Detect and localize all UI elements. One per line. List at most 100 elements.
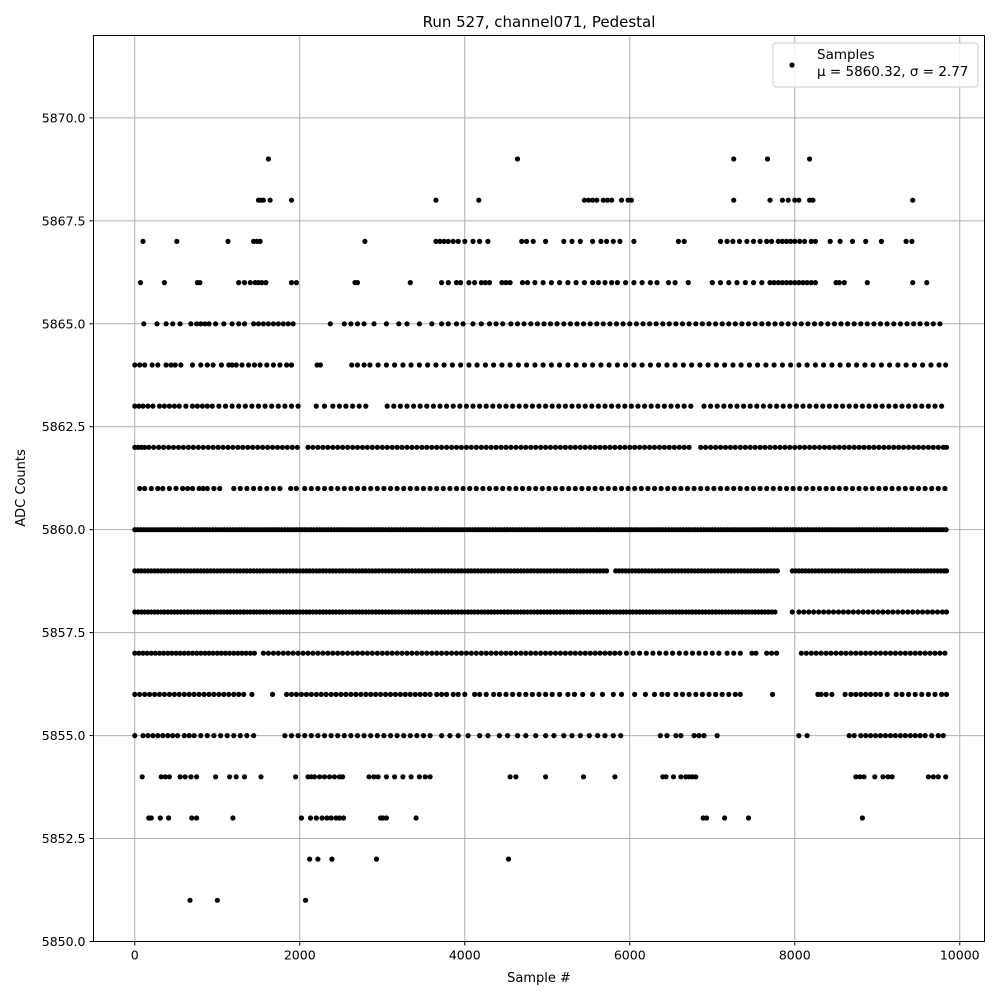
sample-point (317, 362, 323, 368)
sample-point (737, 691, 743, 698)
sample-point (478, 321, 484, 327)
sample-point (491, 691, 497, 698)
sample-point (290, 650, 296, 656)
sample-point (270, 485, 276, 492)
sample-point (176, 691, 182, 698)
sample-point (717, 238, 724, 244)
sample-point (774, 568, 781, 574)
sample-point (737, 444, 743, 450)
sample-point (241, 280, 248, 286)
sample-point (429, 444, 435, 450)
sample-point (632, 444, 638, 450)
sample-point (838, 650, 844, 656)
sample-point (488, 650, 494, 656)
sample-point (880, 609, 886, 615)
sample-point (170, 733, 176, 739)
sample-point (880, 774, 886, 780)
sample-point (731, 485, 737, 492)
sample-point (425, 362, 431, 368)
sample-point (587, 321, 593, 327)
sample-point (889, 485, 895, 492)
sample-point (472, 280, 478, 286)
sample-point (404, 650, 410, 656)
sample-point (783, 238, 790, 244)
sample-point (862, 362, 868, 368)
sample-point (881, 444, 887, 450)
sample-point (767, 444, 773, 450)
sample-point (585, 197, 592, 203)
sample-point (221, 691, 227, 698)
sample-point (364, 444, 370, 450)
sample-point (654, 280, 660, 286)
sample-point (176, 403, 182, 409)
sample-point (225, 444, 231, 450)
sample-point (771, 280, 777, 286)
sample-point (430, 403, 436, 409)
sample-point (734, 403, 740, 409)
sample-point (848, 650, 854, 656)
sample-point (633, 321, 640, 327)
sample-point (935, 774, 941, 780)
sample-point (909, 485, 915, 492)
sample-point (929, 733, 935, 739)
sample-point (548, 362, 555, 368)
sample-point (503, 444, 509, 450)
sample-point (474, 362, 480, 368)
sample-point (142, 362, 148, 368)
sample-point (345, 650, 351, 656)
sample-point (846, 444, 852, 450)
y-tick-label: 5865.0 (42, 316, 86, 331)
sample-point (391, 403, 397, 409)
sample-point (915, 485, 922, 492)
sample-point (779, 280, 786, 286)
sample-point (189, 485, 196, 492)
sample-point (493, 485, 499, 492)
sample-point (886, 444, 892, 450)
sample-point (752, 444, 758, 450)
sample-point (848, 691, 854, 698)
sample-point (713, 444, 719, 450)
sample-point (873, 691, 879, 698)
sample-point (387, 485, 394, 492)
sample-point (233, 362, 239, 368)
sample-point (499, 362, 505, 368)
sample-point (524, 238, 530, 244)
sample-point (716, 650, 722, 656)
sample-point (264, 362, 270, 368)
sample-point (897, 321, 904, 327)
sample-point (325, 650, 331, 656)
sample-point (613, 321, 620, 327)
sample-point (473, 485, 479, 492)
sample-point (599, 691, 606, 698)
sample-point (140, 403, 146, 409)
sample-point (928, 362, 934, 368)
sample-point (788, 238, 794, 244)
sample-point (804, 280, 810, 286)
sample-point (797, 485, 803, 492)
sample-point (155, 362, 161, 368)
sample-point (909, 238, 915, 244)
sample-point (205, 444, 211, 450)
sample-point (145, 403, 151, 409)
y-tick-label: 5870.0 (42, 110, 86, 125)
sample-point (348, 733, 354, 739)
sample-point (821, 362, 827, 368)
sample-point (142, 485, 148, 492)
sample-point (434, 691, 440, 698)
sample-point (846, 733, 852, 739)
sample-point (325, 444, 331, 450)
sample-point (567, 444, 574, 450)
sample-point (335, 485, 341, 492)
sample-point (465, 733, 471, 739)
sample-point (777, 485, 783, 492)
sample-point (590, 238, 596, 244)
sample-point (930, 321, 936, 327)
sample-point (631, 238, 637, 244)
sample-point (239, 362, 245, 368)
sample-point (402, 691, 408, 698)
sample-point (396, 321, 402, 327)
sample-point (796, 609, 802, 615)
sample-point (757, 444, 763, 450)
sample-point (925, 774, 932, 780)
sample-point (295, 403, 301, 409)
